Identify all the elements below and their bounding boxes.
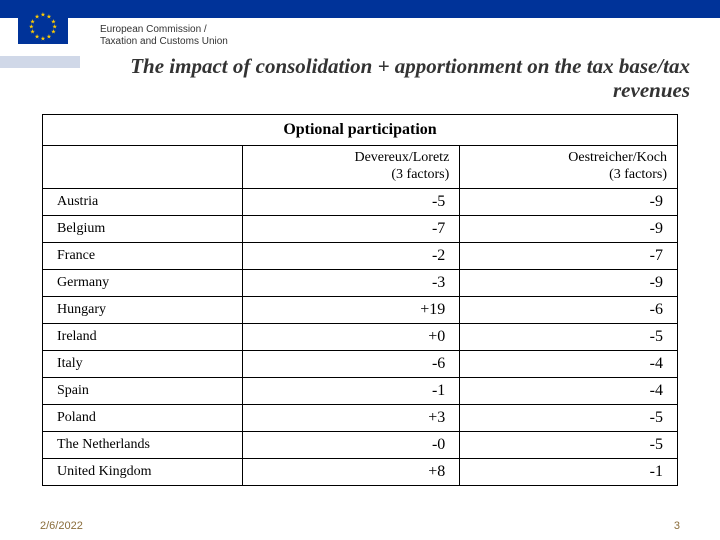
table-row: Austria-5-9	[43, 188, 678, 215]
country-cell: United Kingdom	[43, 458, 243, 485]
country-cell: The Netherlands	[43, 431, 243, 458]
value-cell-1: -5	[242, 188, 460, 215]
table-row: Germany-3-9	[43, 269, 678, 296]
value-cell-2: -4	[460, 350, 678, 377]
value-cell-1: -2	[242, 242, 460, 269]
eu-flag: ★ ★ ★ ★ ★ ★ ★ ★ ★ ★ ★ ★	[18, 10, 68, 44]
value-cell-2: -7	[460, 242, 678, 269]
org-name: European Commission / Taxation and Custo…	[100, 24, 228, 48]
col-header-1-label: Devereux/Loretz(3 factors)	[354, 150, 449, 182]
table-body: Austria-5-9Belgium-7-9France-2-7Germany-…	[43, 188, 678, 485]
org-line2: Taxation and Customs Union	[100, 36, 228, 48]
footer: 2/6/2022 3	[40, 520, 680, 532]
table-row: Spain-1-4	[43, 377, 678, 404]
shade-bar	[0, 56, 80, 68]
country-cell: Hungary	[43, 296, 243, 323]
table-header-row: Devereux/Loretz(3 factors) Oestreicher/K…	[43, 146, 678, 189]
country-cell: Austria	[43, 188, 243, 215]
value-cell-2: -4	[460, 377, 678, 404]
value-cell-2: -1	[460, 458, 678, 485]
country-cell: Italy	[43, 350, 243, 377]
table-row: France-2-7	[43, 242, 678, 269]
value-cell-1: +19	[242, 296, 460, 323]
table-caption: Optional participation	[43, 115, 678, 146]
value-cell-1: -3	[242, 269, 460, 296]
value-cell-1: +0	[242, 323, 460, 350]
value-cell-2: -5	[460, 404, 678, 431]
value-cell-1: -0	[242, 431, 460, 458]
eu-stars-icon: ★ ★ ★ ★ ★ ★ ★ ★ ★ ★ ★ ★	[30, 14, 56, 40]
value-cell-1: -1	[242, 377, 460, 404]
table-row: Ireland+0-5	[43, 323, 678, 350]
page-title: The impact of consolidation + apportionm…	[100, 54, 690, 102]
table-row: United Kingdom+8-1	[43, 458, 678, 485]
col-header-empty	[43, 146, 243, 189]
data-table: Optional participation Devereux/Loretz(3…	[42, 114, 678, 486]
country-cell: Spain	[43, 377, 243, 404]
value-cell-2: -9	[460, 188, 678, 215]
table-row: Belgium-7-9	[43, 215, 678, 242]
country-cell: Belgium	[43, 215, 243, 242]
value-cell-1: -6	[242, 350, 460, 377]
data-table-wrap: Optional participation Devereux/Loretz(3…	[42, 114, 678, 486]
value-cell-2: -6	[460, 296, 678, 323]
value-cell-2: -5	[460, 323, 678, 350]
country-cell: France	[43, 242, 243, 269]
table-row: The Netherlands-0-5	[43, 431, 678, 458]
table-caption-row: Optional participation	[43, 115, 678, 146]
country-cell: Germany	[43, 269, 243, 296]
table-row: Hungary+19-6	[43, 296, 678, 323]
col-header-2: Oestreicher/Koch(3 factors)	[460, 146, 678, 189]
col-header-1: Devereux/Loretz(3 factors)	[242, 146, 460, 189]
table-row: Poland+3-5	[43, 404, 678, 431]
footer-date: 2/6/2022	[40, 520, 83, 532]
top-bar	[0, 0, 720, 18]
table-row: Italy-6-4	[43, 350, 678, 377]
value-cell-2: -9	[460, 215, 678, 242]
col-header-2-label: Oestreicher/Koch(3 factors)	[568, 150, 667, 182]
value-cell-1: +8	[242, 458, 460, 485]
footer-page: 3	[674, 520, 680, 532]
org-line1: European Commission /	[100, 24, 228, 36]
value-cell-1: +3	[242, 404, 460, 431]
value-cell-1: -7	[242, 215, 460, 242]
value-cell-2: -9	[460, 269, 678, 296]
country-cell: Poland	[43, 404, 243, 431]
country-cell: Ireland	[43, 323, 243, 350]
value-cell-2: -5	[460, 431, 678, 458]
